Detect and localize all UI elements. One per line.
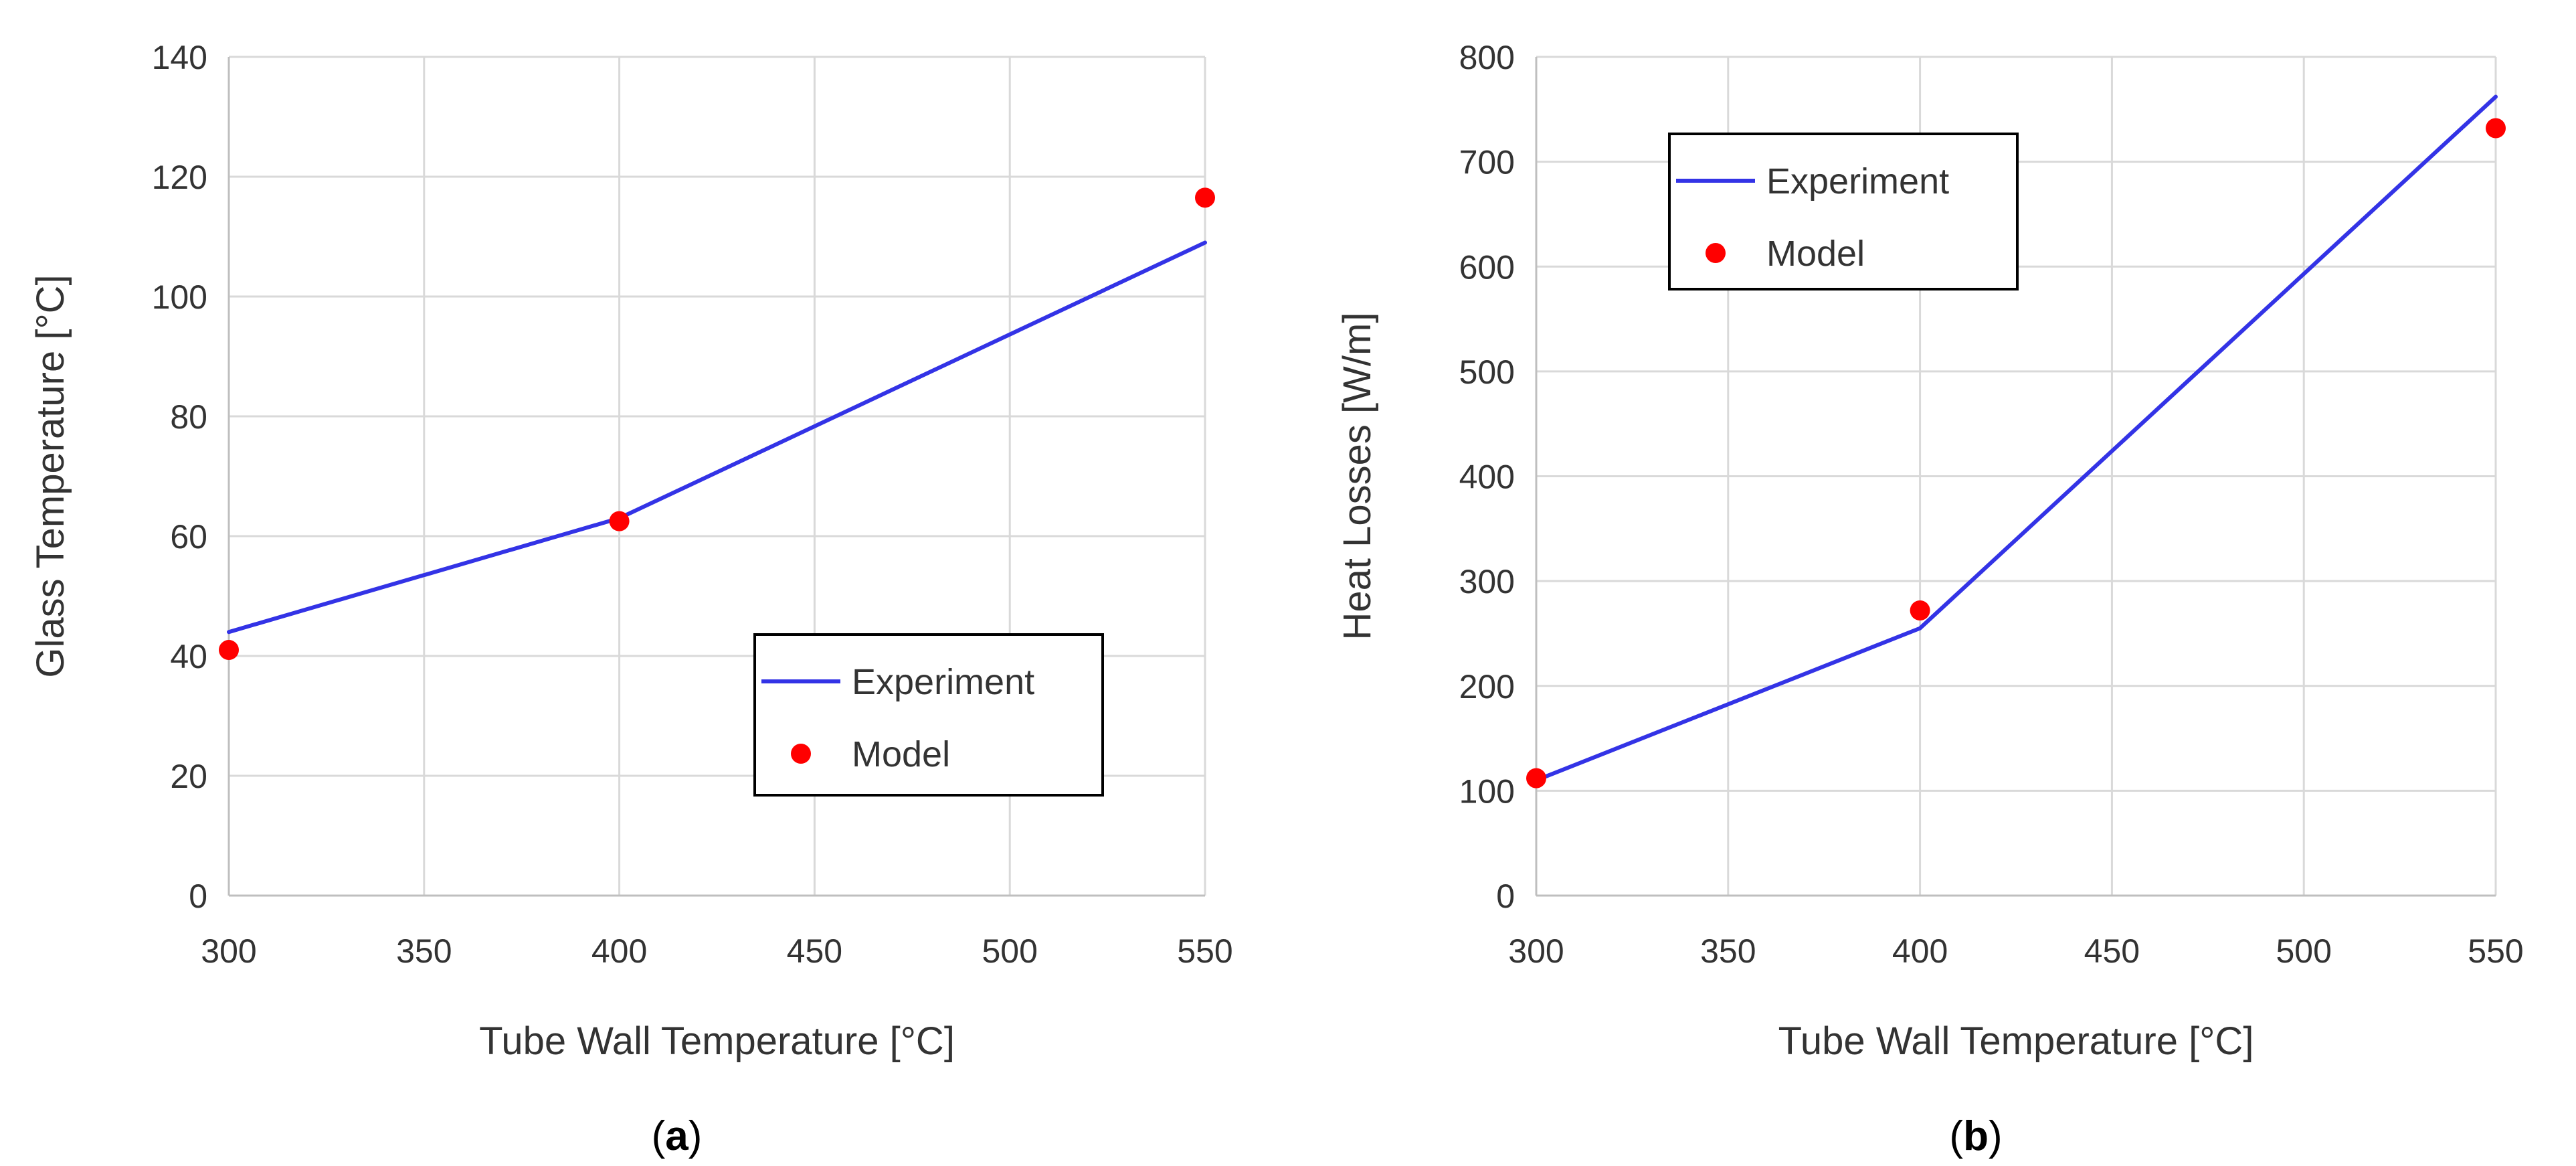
chart-b-model-point bbox=[1526, 768, 1546, 788]
chart-b-y-tick-label: 400 bbox=[1459, 459, 1515, 496]
chart-a-y-axis-title: Glass Temperature [°C] bbox=[29, 274, 72, 677]
chart-b-caption-close: ) bbox=[1989, 1113, 2003, 1159]
chart-a: 0 20 40 60 80 100 120 140 300 350 400 450 500 550 Tube… bbox=[29, 39, 1233, 1159]
chart-b-x-tick-label: 500 bbox=[2276, 932, 2331, 970]
chart-a-y-tick-label: 120 bbox=[152, 159, 207, 196]
chart-b-model-point bbox=[2486, 118, 2506, 139]
chart-b-y-tick-label: 100 bbox=[1459, 772, 1515, 810]
chart-a-model-point bbox=[219, 640, 239, 661]
chart-b-series-line-experiment bbox=[1534, 94, 2498, 782]
chart-b-y-tick-label: 200 bbox=[1459, 668, 1515, 705]
chart-a-model-point bbox=[609, 511, 630, 531]
chart-a-y-tick-label: 40 bbox=[170, 638, 207, 675]
chart-a-legend-marker-swatch bbox=[791, 744, 811, 764]
chart-a-legend-label: Experiment bbox=[852, 662, 1034, 702]
chart-a-x-tick-label: 450 bbox=[787, 932, 842, 970]
chart-b-caption: (b) bbox=[1949, 1113, 2002, 1159]
chart-a-x-tick-label: 550 bbox=[1177, 932, 1232, 970]
chart-a-caption-letter: a bbox=[665, 1113, 688, 1159]
chart-a-x-axis-title: Tube Wall Temperature [°C] bbox=[479, 1019, 955, 1063]
chart-a-caption: (a) bbox=[652, 1113, 703, 1159]
chart-b-legend: Experiment Model bbox=[1668, 133, 2019, 290]
chart-b-legend-label: Model bbox=[1766, 234, 1865, 274]
chart-b-y-tick-label: 800 bbox=[1459, 39, 1515, 76]
chart-b-x-tick-label: 400 bbox=[1892, 932, 1948, 970]
chart-b-x-tick-label: 550 bbox=[2468, 932, 2523, 970]
chart-b-y-axis-title: Heat Losses [W/m] bbox=[1336, 313, 1379, 641]
chart-b-x-tick-label: 350 bbox=[1700, 932, 1756, 970]
chart-b-model-point bbox=[1910, 600, 1930, 620]
chart-b-y-tick-label: 300 bbox=[1459, 563, 1515, 600]
chart-a-legend: Experiment Model bbox=[753, 633, 1104, 797]
chart-a-legend-label: Model bbox=[852, 734, 950, 774]
chart-a-x-tick-label: 350 bbox=[396, 932, 452, 970]
chart-a-legend-box bbox=[753, 633, 1104, 797]
chart-b-y-tick-label: 600 bbox=[1459, 248, 1515, 286]
chart-a-series-line-experiment bbox=[227, 240, 1207, 635]
chart-a-y-tick-label: 60 bbox=[170, 518, 207, 556]
chart-b-legend-label: Experiment bbox=[1766, 161, 1949, 201]
chart-b-y-tick-label: 500 bbox=[1459, 353, 1515, 391]
chart-b-x-tick-label: 300 bbox=[1508, 932, 1564, 970]
chart-b-x-tick-label: 450 bbox=[2084, 932, 2140, 970]
chart-b: 0 100 200 300 400 500 600 700 800 300 350 400 450 500… bbox=[1336, 39, 2524, 1159]
chart-b-caption-open: ( bbox=[1949, 1113, 1963, 1159]
chart-b-legend-marker-swatch bbox=[1706, 243, 1726, 263]
chart-a-model-point bbox=[1195, 187, 1215, 208]
chart-b-y-tick-label: 0 bbox=[1496, 878, 1515, 915]
chart-b-legend-box bbox=[1668, 133, 2019, 290]
chart-b-x-axis-title: Tube Wall Temperature [°C] bbox=[1778, 1019, 2254, 1063]
chart-a-y-tick-label: 140 bbox=[152, 39, 207, 76]
chart-a-x-tick-label: 500 bbox=[982, 932, 1037, 970]
chart-a-y-tick-label: 20 bbox=[170, 758, 207, 795]
chart-a-y-tick-label: 0 bbox=[189, 878, 207, 915]
chart-a-y-tick-label: 80 bbox=[170, 398, 207, 436]
chart-a-x-tick-label: 300 bbox=[201, 932, 256, 970]
chart-a-caption-open: ( bbox=[652, 1113, 666, 1159]
chart-b-caption-letter: b bbox=[1963, 1113, 1989, 1159]
chart-a-y-tick-label: 100 bbox=[152, 278, 207, 316]
chart-a-x-tick-label: 400 bbox=[591, 932, 647, 970]
chart-a-caption-close: ) bbox=[688, 1113, 703, 1159]
chart-b-y-tick-label: 700 bbox=[1459, 144, 1515, 181]
